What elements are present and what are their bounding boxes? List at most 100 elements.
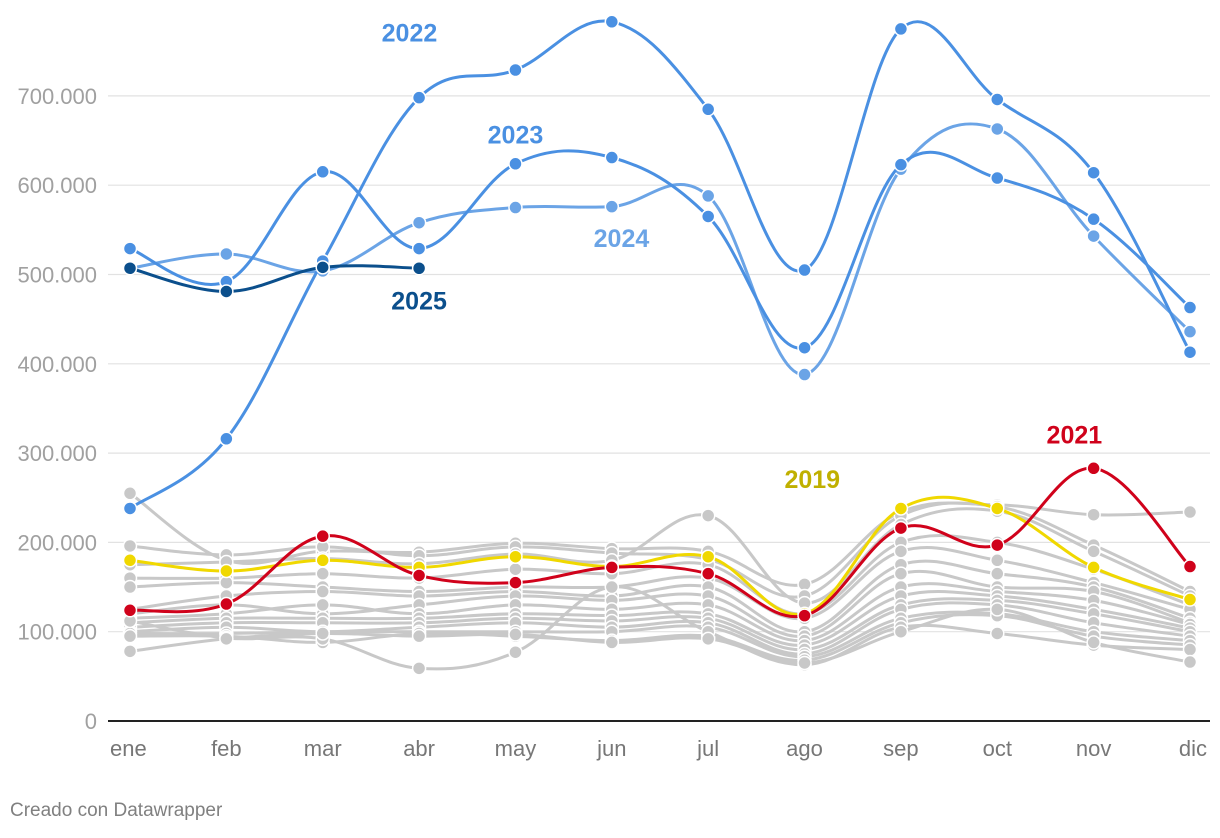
- data-point: [315, 528, 330, 544]
- data-point: [700, 508, 716, 523]
- data-point: [122, 538, 138, 554]
- data-point: [122, 241, 138, 256]
- y-axis-tick-labels: 0 100.000 200.000 300.000 400.000 500.000 600.…: [17, 84, 97, 734]
- data-point: [219, 431, 234, 447]
- data-point: [315, 164, 330, 180]
- x-tick-label: mar: [304, 736, 342, 761]
- data-point: [990, 626, 1005, 641]
- y-tick-label: 500.000: [17, 263, 97, 288]
- data-point: [1086, 228, 1101, 244]
- y-tick-label: 200.000: [17, 530, 97, 555]
- data-point: [1086, 461, 1101, 476]
- data-point: [700, 631, 716, 647]
- line-chart: 0 100.000 200.000 300.000 400.000 500.000 600.…: [17, 14, 1210, 761]
- data-point: [508, 644, 523, 660]
- data-point: [508, 627, 523, 642]
- series-label-2021: 2021: [1047, 421, 1103, 449]
- series-label-2024: 2024: [594, 225, 650, 253]
- data-point: [1182, 559, 1198, 574]
- data-point: [893, 157, 909, 172]
- data-point: [700, 209, 716, 224]
- x-tick-label: nov: [1076, 736, 1111, 761]
- data-point: [1086, 165, 1101, 180]
- series-2023: [122, 149, 1198, 355]
- y-tick-label: 400.000: [17, 352, 97, 377]
- data-point: [122, 628, 138, 644]
- data-point: [990, 501, 1005, 516]
- data-point: [315, 626, 330, 641]
- data-point: [604, 199, 620, 214]
- data-point: [893, 501, 909, 516]
- data-point: [700, 102, 716, 117]
- data-point: [219, 596, 234, 612]
- data-point: [122, 579, 138, 595]
- data-point: [1182, 504, 1198, 520]
- data-point: [219, 246, 234, 262]
- credit-text: Creado con Datawrapper: [10, 800, 223, 821]
- data-point: [1086, 560, 1101, 575]
- series-label-2025: 2025: [391, 288, 447, 316]
- data-point: [990, 92, 1005, 107]
- series-2022: [122, 14, 1198, 516]
- data-point: [604, 579, 620, 595]
- data-point: [990, 602, 1005, 617]
- data-point: [604, 560, 620, 575]
- series-line: [128, 19, 1192, 510]
- data-point: [700, 188, 716, 204]
- y-tick-label: 100.000: [17, 620, 97, 645]
- data-point: [411, 90, 427, 105]
- x-tick-label: ene: [110, 736, 147, 761]
- data-point: [508, 62, 523, 78]
- series-line: [128, 122, 1192, 377]
- data-point: [604, 150, 620, 165]
- data-point: [315, 553, 330, 568]
- data-point: [508, 575, 523, 590]
- data-point: [700, 549, 716, 564]
- data-point: [122, 644, 138, 659]
- data-point: [1086, 211, 1101, 227]
- series-2024: [122, 121, 1198, 382]
- x-tick-label: sep: [883, 736, 918, 761]
- y-tick-label: 300.000: [17, 441, 97, 466]
- data-point: [1182, 654, 1198, 670]
- y-tick-label: 600.000: [17, 173, 97, 198]
- data-point: [797, 340, 812, 355]
- data-point: [1182, 300, 1198, 315]
- data-point: [893, 566, 909, 581]
- data-point: [1086, 635, 1101, 650]
- x-tick-label: may: [495, 736, 537, 761]
- data-point: [411, 661, 427, 676]
- data-point: [122, 486, 138, 501]
- x-tick-label: ago: [786, 736, 823, 761]
- series-other-15: [122, 602, 1198, 671]
- series-line: [128, 491, 1192, 587]
- series-label-2019: 2019: [784, 466, 840, 494]
- data-point: [1086, 544, 1101, 559]
- data-point: [893, 544, 909, 559]
- series-label-2023: 2023: [488, 121, 544, 149]
- data-point: [604, 635, 620, 650]
- data-point: [219, 284, 234, 299]
- data-point: [1182, 592, 1198, 607]
- data-point: [411, 215, 427, 230]
- data-point: [700, 566, 716, 581]
- data-point: [122, 603, 138, 618]
- data-point: [315, 584, 330, 599]
- data-point: [219, 563, 234, 579]
- data-point: [315, 597, 330, 613]
- data-point: [1182, 344, 1198, 360]
- data-point: [508, 156, 523, 172]
- series-line: [128, 149, 1192, 350]
- data-point: [219, 631, 234, 647]
- other-years-series: [122, 486, 1198, 676]
- series-line: [128, 264, 421, 294]
- x-tick-label: jun: [596, 736, 626, 761]
- data-point: [893, 520, 909, 536]
- data-point: [508, 549, 523, 564]
- data-point: [508, 561, 523, 577]
- data-point: [797, 367, 812, 382]
- x-axis-tick-labels: ene feb mar abr may jun jul ago sep oct nov dic: [110, 736, 1207, 761]
- data-point: [797, 262, 812, 278]
- data-point: [411, 568, 427, 583]
- highlighted-years-series: [122, 14, 1198, 623]
